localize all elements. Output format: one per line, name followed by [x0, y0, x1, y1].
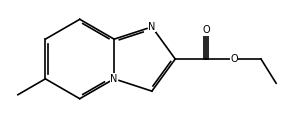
Text: N: N: [148, 22, 156, 32]
Text: O: O: [230, 54, 238, 64]
Text: O: O: [202, 25, 210, 35]
Text: N: N: [111, 74, 118, 84]
